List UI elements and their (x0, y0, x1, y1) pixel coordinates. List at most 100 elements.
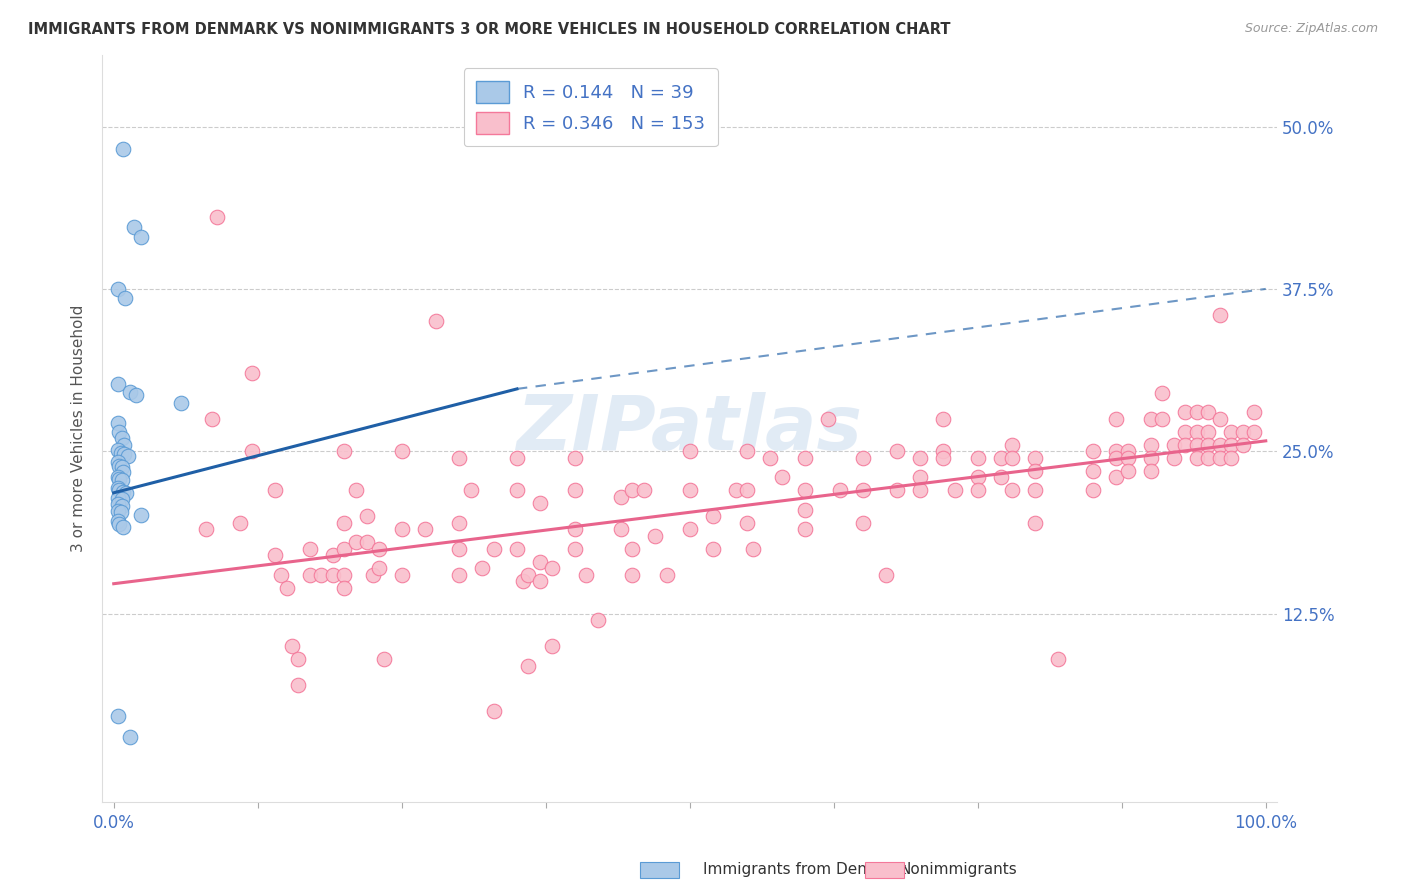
Point (118, 730, 141, 744)
Point (124, 388, 146, 402)
Point (298, 541, 321, 556)
Point (1208, 411, 1230, 425)
Point (1081, 483, 1104, 498)
Point (609, 522, 631, 536)
Point (1105, 444, 1128, 458)
Point (333, 516, 356, 530)
Point (118, 384, 141, 399)
Point (391, 522, 413, 536)
Point (794, 522, 817, 536)
Point (564, 450, 586, 465)
Point (108, 516, 131, 531)
Point (990, 470, 1012, 484)
Point (1152, 411, 1174, 425)
Point (1174, 438, 1197, 452)
Point (194, 522, 217, 536)
Y-axis label: 3 or more Vehicles in Household: 3 or more Vehicles in Household (72, 305, 86, 552)
Point (449, 541, 471, 556)
Point (908, 483, 931, 498)
Point (108, 425, 131, 439)
Point (908, 470, 931, 484)
Point (540, 561, 562, 575)
Point (240, 367, 263, 381)
Point (1024, 483, 1046, 498)
Point (391, 444, 413, 458)
Point (932, 411, 955, 425)
Point (111, 484, 134, 499)
Point (794, 483, 817, 498)
Point (851, 483, 873, 498)
Point (564, 541, 586, 556)
Point (333, 567, 356, 582)
Point (107, 504, 129, 518)
Point (529, 574, 551, 588)
Point (1185, 425, 1208, 439)
Point (1185, 438, 1208, 452)
Point (702, 509, 724, 524)
Point (1001, 438, 1024, 452)
Point (111, 459, 134, 474)
Point (759, 450, 782, 465)
Point (1024, 464, 1046, 478)
Point (609, 490, 631, 504)
Point (111, 473, 134, 487)
Point (1105, 411, 1128, 425)
Point (107, 481, 129, 495)
Point (1232, 425, 1254, 439)
Point (333, 541, 356, 556)
Point (517, 567, 540, 582)
Point (111, 519, 134, 533)
Point (1220, 450, 1243, 465)
Point (449, 450, 471, 465)
Text: IMMIGRANTS FROM DENMARK VS NONIMMIGRANTS 3 OR MORE VEHICLES IN HOUSEHOLD CORRELA: IMMIGRANTS FROM DENMARK VS NONIMMIGRANTS… (28, 22, 950, 37)
Point (111, 465, 134, 479)
Point (471, 561, 494, 575)
Point (112, 447, 135, 461)
Point (449, 516, 471, 530)
Point (506, 483, 529, 498)
Point (1105, 450, 1128, 465)
Point (276, 581, 298, 595)
Point (322, 567, 344, 582)
Point (737, 444, 759, 458)
Point (107, 376, 129, 391)
Point (1220, 425, 1243, 439)
Point (110, 445, 132, 459)
Point (107, 491, 129, 505)
Point (356, 535, 378, 549)
Point (851, 516, 873, 530)
Point (201, 411, 224, 425)
Text: ZIPatlas: ZIPatlas (517, 392, 863, 466)
Point (111, 499, 134, 513)
Point (270, 567, 292, 582)
Point (529, 555, 551, 569)
Point (886, 483, 908, 498)
Point (367, 541, 389, 556)
Point (425, 314, 447, 328)
Point (298, 567, 321, 582)
Point (1174, 405, 1197, 419)
Point (373, 652, 395, 666)
Text: Nonimmigrants: Nonimmigrants (900, 863, 1018, 877)
Point (111, 431, 134, 445)
Point (1024, 450, 1046, 465)
Point (621, 483, 644, 498)
Point (1197, 438, 1219, 452)
Point (644, 529, 666, 543)
Point (679, 522, 702, 536)
Point (1116, 464, 1139, 478)
Point (943, 483, 966, 498)
Text: Immigrants from Denmark: Immigrants from Denmark (703, 863, 907, 877)
Point (990, 450, 1012, 465)
Point (1243, 405, 1265, 419)
Point (107, 416, 129, 430)
Point (108, 483, 131, 498)
Point (794, 502, 817, 516)
Point (679, 483, 702, 498)
Point (886, 444, 908, 458)
Point (564, 522, 586, 536)
Point (391, 567, 413, 582)
Point (932, 450, 955, 465)
Point (111, 142, 134, 156)
Point (117, 450, 139, 464)
